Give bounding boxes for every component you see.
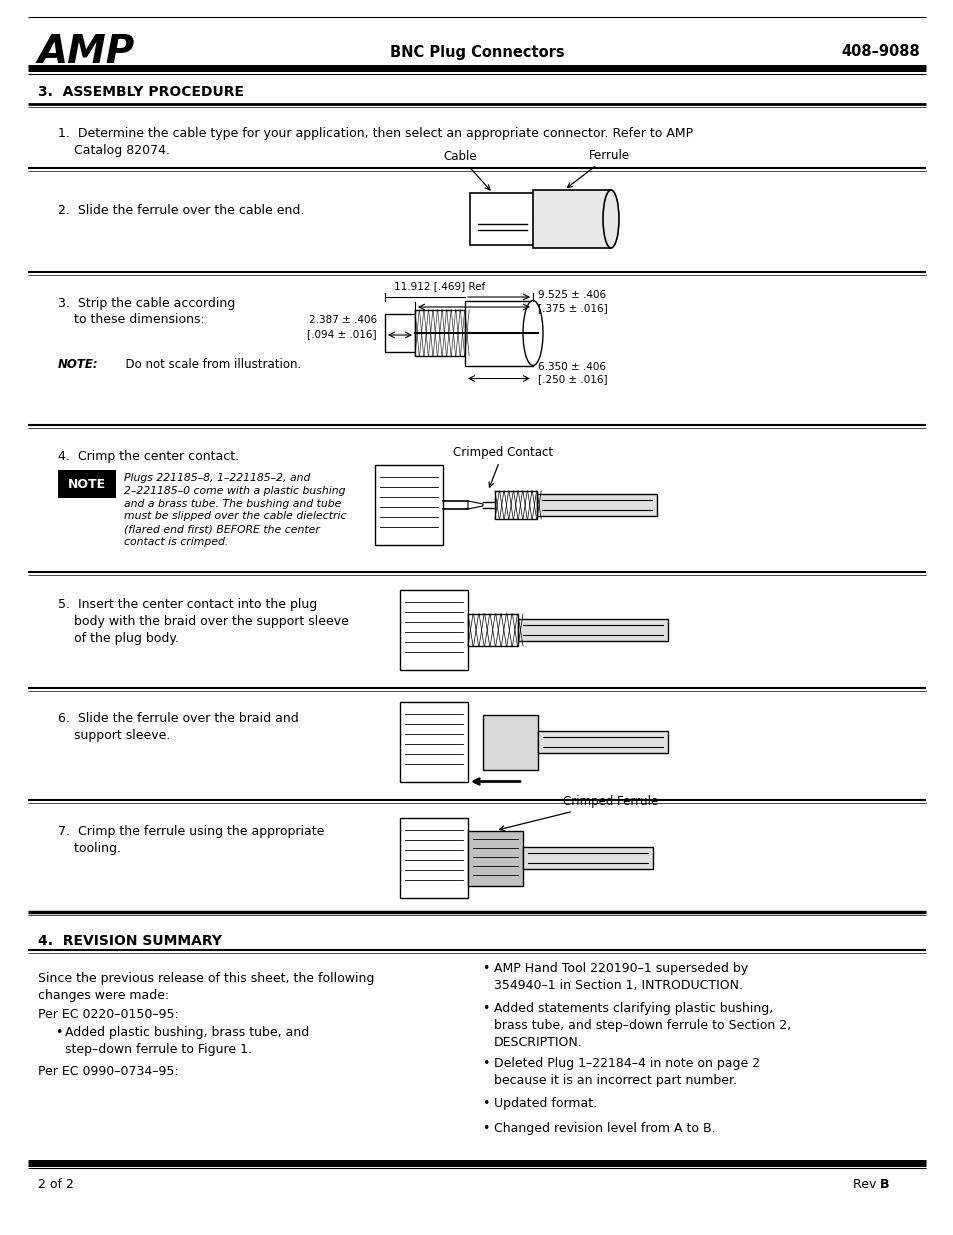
Text: Since the previous release of this sheet, the following
changes were made:: Since the previous release of this sheet… [38,972,374,1002]
Text: [.375 ± .016]: [.375 ± .016] [537,303,607,312]
Text: •: • [481,1097,489,1110]
Polygon shape [468,501,482,509]
Bar [537,494,657,516]
Bar [464,300,533,366]
Ellipse shape [522,300,542,366]
Text: Deleted Plug 1–22184–4 in note on page 2
because it is an incorrect part number.: Deleted Plug 1–22184–4 in note on page 2… [494,1057,760,1087]
Text: 3.  Strip the cable according: 3. Strip the cable according [58,296,235,310]
Text: AMP Hand Tool 220190–1 superseded by
354940–1 in Section 1, INTRODUCTION.: AMP Hand Tool 220190–1 superseded by 354… [494,962,747,992]
Bar [399,818,468,898]
Bar [375,466,442,545]
Text: 1.  Determine the cable type for your application, then select an appropriate co: 1. Determine the cable type for your app… [58,127,693,157]
Text: •: • [481,1002,489,1015]
Text: 6.  Slide the ferrule over the braid and
    support sleeve.: 6. Slide the ferrule over the braid and … [58,713,298,742]
Text: 6.350 ± .406: 6.350 ± .406 [537,362,605,372]
Text: Crimped Contact: Crimped Contact [453,446,553,487]
Text: Cable: Cable [443,149,490,190]
Text: 408–9088: 408–9088 [841,44,919,59]
Text: 9.525 ± .406: 9.525 ± .406 [537,290,605,300]
Text: 4.  Crimp the center contact.: 4. Crimp the center contact. [58,450,239,463]
Bar [537,731,667,753]
Bar [495,492,537,519]
Text: 2.387 ± .406: 2.387 ± .406 [309,315,376,325]
Text: •: • [55,1026,62,1039]
Ellipse shape [602,190,618,248]
Text: Per EC 0990–0734–95:: Per EC 0990–0734–95: [38,1065,178,1078]
Text: B: B [879,1178,888,1192]
Text: 7.  Crimp the ferrule using the appropriate
    tooling.: 7. Crimp the ferrule using the appropria… [58,825,324,855]
Text: 2 of 2: 2 of 2 [38,1178,73,1192]
Bar [415,310,464,356]
Text: 3.  ASSEMBLY PROCEDURE: 3. ASSEMBLY PROCEDURE [38,85,244,99]
Bar [399,590,468,671]
Text: Do not scale from illustration.: Do not scale from illustration. [118,358,301,370]
Text: Crimped Ferrule: Crimped Ferrule [499,795,658,831]
Bar [58,471,116,498]
Text: Added statements clarifying plastic bushing,
brass tube, and step–down ferrule t: Added statements clarifying plastic bush… [494,1002,790,1049]
Text: Updated format.: Updated format. [494,1097,597,1110]
Text: Changed revision level from A to B.: Changed revision level from A to B. [494,1123,715,1135]
Text: 5.  Insert the center contact into the plug
    body with the braid over the sup: 5. Insert the center contact into the pl… [58,598,349,645]
Bar [522,847,652,869]
Bar [468,830,522,885]
Text: Ferrule: Ferrule [567,149,629,188]
Bar [385,314,415,352]
Text: 4.  REVISION SUMMARY: 4. REVISION SUMMARY [38,934,222,948]
Text: •: • [481,1057,489,1070]
Bar [399,701,468,782]
Text: Rev: Rev [852,1178,879,1192]
Text: 2.  Slide the ferrule over the cable end.: 2. Slide the ferrule over the cable end. [58,204,304,216]
Text: [.094 ± .016]: [.094 ± .016] [307,329,376,338]
Bar [482,715,537,769]
Text: [.250 ± .016]: [.250 ± .016] [537,374,607,384]
Text: 11.912 [.469] Ref: 11.912 [.469] Ref [394,282,485,291]
Text: Added plastic bushing, brass tube, and
step–down ferrule to Figure 1.: Added plastic bushing, brass tube, and s… [65,1026,309,1056]
Bar [468,614,517,646]
Text: to these dimensions:: to these dimensions: [58,312,205,326]
Bar [517,619,667,641]
Bar [470,193,535,245]
Text: •: • [481,1123,489,1135]
Text: NOTE:: NOTE: [58,358,98,370]
Text: BNC Plug Connectors: BNC Plug Connectors [389,44,564,59]
Text: •: • [481,962,489,974]
Text: AMP: AMP [38,33,135,70]
Text: Plugs 221185–8, 1–221185–2, and
2–221185–0 come with a plastic bushing
and a bra: Plugs 221185–8, 1–221185–2, and 2–221185… [124,473,346,547]
Text: NOTE: NOTE [68,478,106,490]
Text: Per EC 0220–0150–95:: Per EC 0220–0150–95: [38,1008,178,1021]
Bar [533,190,610,248]
